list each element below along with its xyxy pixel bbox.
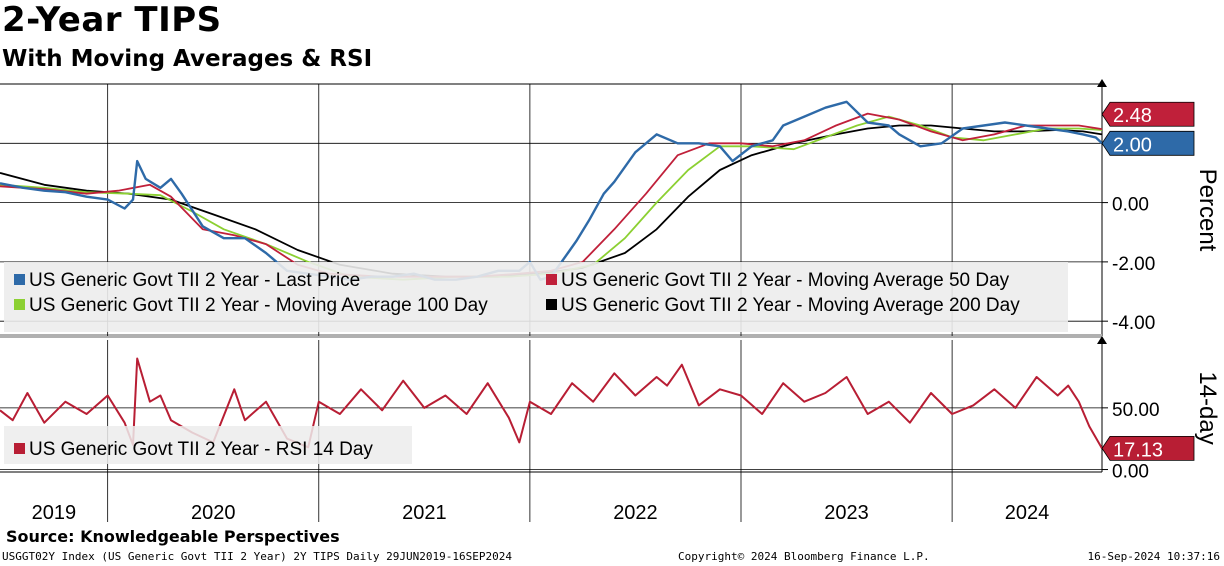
series-line-last_price (0, 100, 1103, 281)
price-y-tick-label: -2.00 (1112, 254, 1155, 275)
rsi-axis-arrow (1097, 336, 1107, 344)
legend-swatch-ma50 (546, 274, 557, 285)
price-y-tick-label: 0.00 (1112, 195, 1149, 216)
rsi-y-tick-label: 50.00 (1112, 400, 1160, 421)
rsi-legend-box (4, 426, 412, 464)
last-value-tag-rsi-text: 17.13 (1113, 439, 1163, 461)
legend-swatch-last_price (14, 274, 25, 285)
ticker-info: USGGT02Y Index (US Generic Govt TII 2 Ye… (2, 550, 512, 563)
x-year-label: 2022 (613, 502, 658, 524)
series-line-ma50 (0, 112, 1103, 278)
rsi-axis-title: 14-day (1194, 371, 1221, 444)
copyright-note: Copyright© 2024 Bloomberg Finance L.P. (678, 550, 930, 563)
legend-swatch-ma100 (14, 299, 25, 310)
legend-swatch-rsi (14, 443, 25, 454)
last-value-tag-rsi: 17.13 (1101, 436, 1195, 461)
legend-label-rsi: US Generic Govt TII 2 Year - RSI 14 Day (29, 439, 373, 460)
series-line-ma100 (0, 115, 1103, 281)
rsi-y-tick-label: 0.00 (1112, 462, 1149, 483)
last-value-tag-last-price: 2.00 (1101, 130, 1195, 156)
last-value-tag-rsi-shape (1101, 436, 1195, 461)
source-note: Source: Knowledgeable Perspectives (6, 527, 340, 546)
price-axis-arrow (1097, 79, 1107, 87)
price-legend-box (4, 262, 1068, 332)
legend-label-ma50: US Generic Govt TII 2 Year - Moving Aver… (561, 270, 1010, 291)
x-year-label: 2019 (32, 502, 77, 524)
price-axis-title: Percent (1194, 169, 1221, 252)
series-line-ma200 (0, 124, 1103, 278)
series-line-rsi (0, 357, 1103, 449)
last-value-tag-last-price-shape (1101, 130, 1195, 156)
x-year-label: 2023 (824, 502, 869, 524)
legend-swatch-ma200 (546, 299, 557, 310)
chart-subtitle: With Moving Averages & RSI (2, 46, 373, 72)
timestamp: 16-Sep-2024 10:37:16 (1087, 550, 1220, 563)
last-value-tag-last-price-text: 2.00 (1113, 134, 1152, 156)
panel-divider[interactable] (0, 334, 1102, 338)
legend-label-ma200: US Generic Govt TII 2 Year - Moving Aver… (561, 295, 1020, 316)
legend-label-ma100: US Generic Govt TII 2 Year - Moving Aver… (29, 295, 488, 316)
x-year-label: 2020 (191, 502, 236, 524)
last-value-tag-ma50-shape (1101, 101, 1195, 127)
last-value-tag-ma50: 2.48 (1101, 101, 1195, 127)
x-year-label: 2021 (402, 502, 447, 524)
price-y-tick-label: -4.00 (1112, 313, 1155, 334)
x-year-label: 2024 (1005, 502, 1050, 524)
last-value-tag-ma50-text: 2.48 (1113, 105, 1152, 127)
legend-label-last_price: US Generic Govt TII 2 Year - Last Price (29, 270, 360, 291)
chart-title: 2-Year TIPS (2, 0, 222, 40)
